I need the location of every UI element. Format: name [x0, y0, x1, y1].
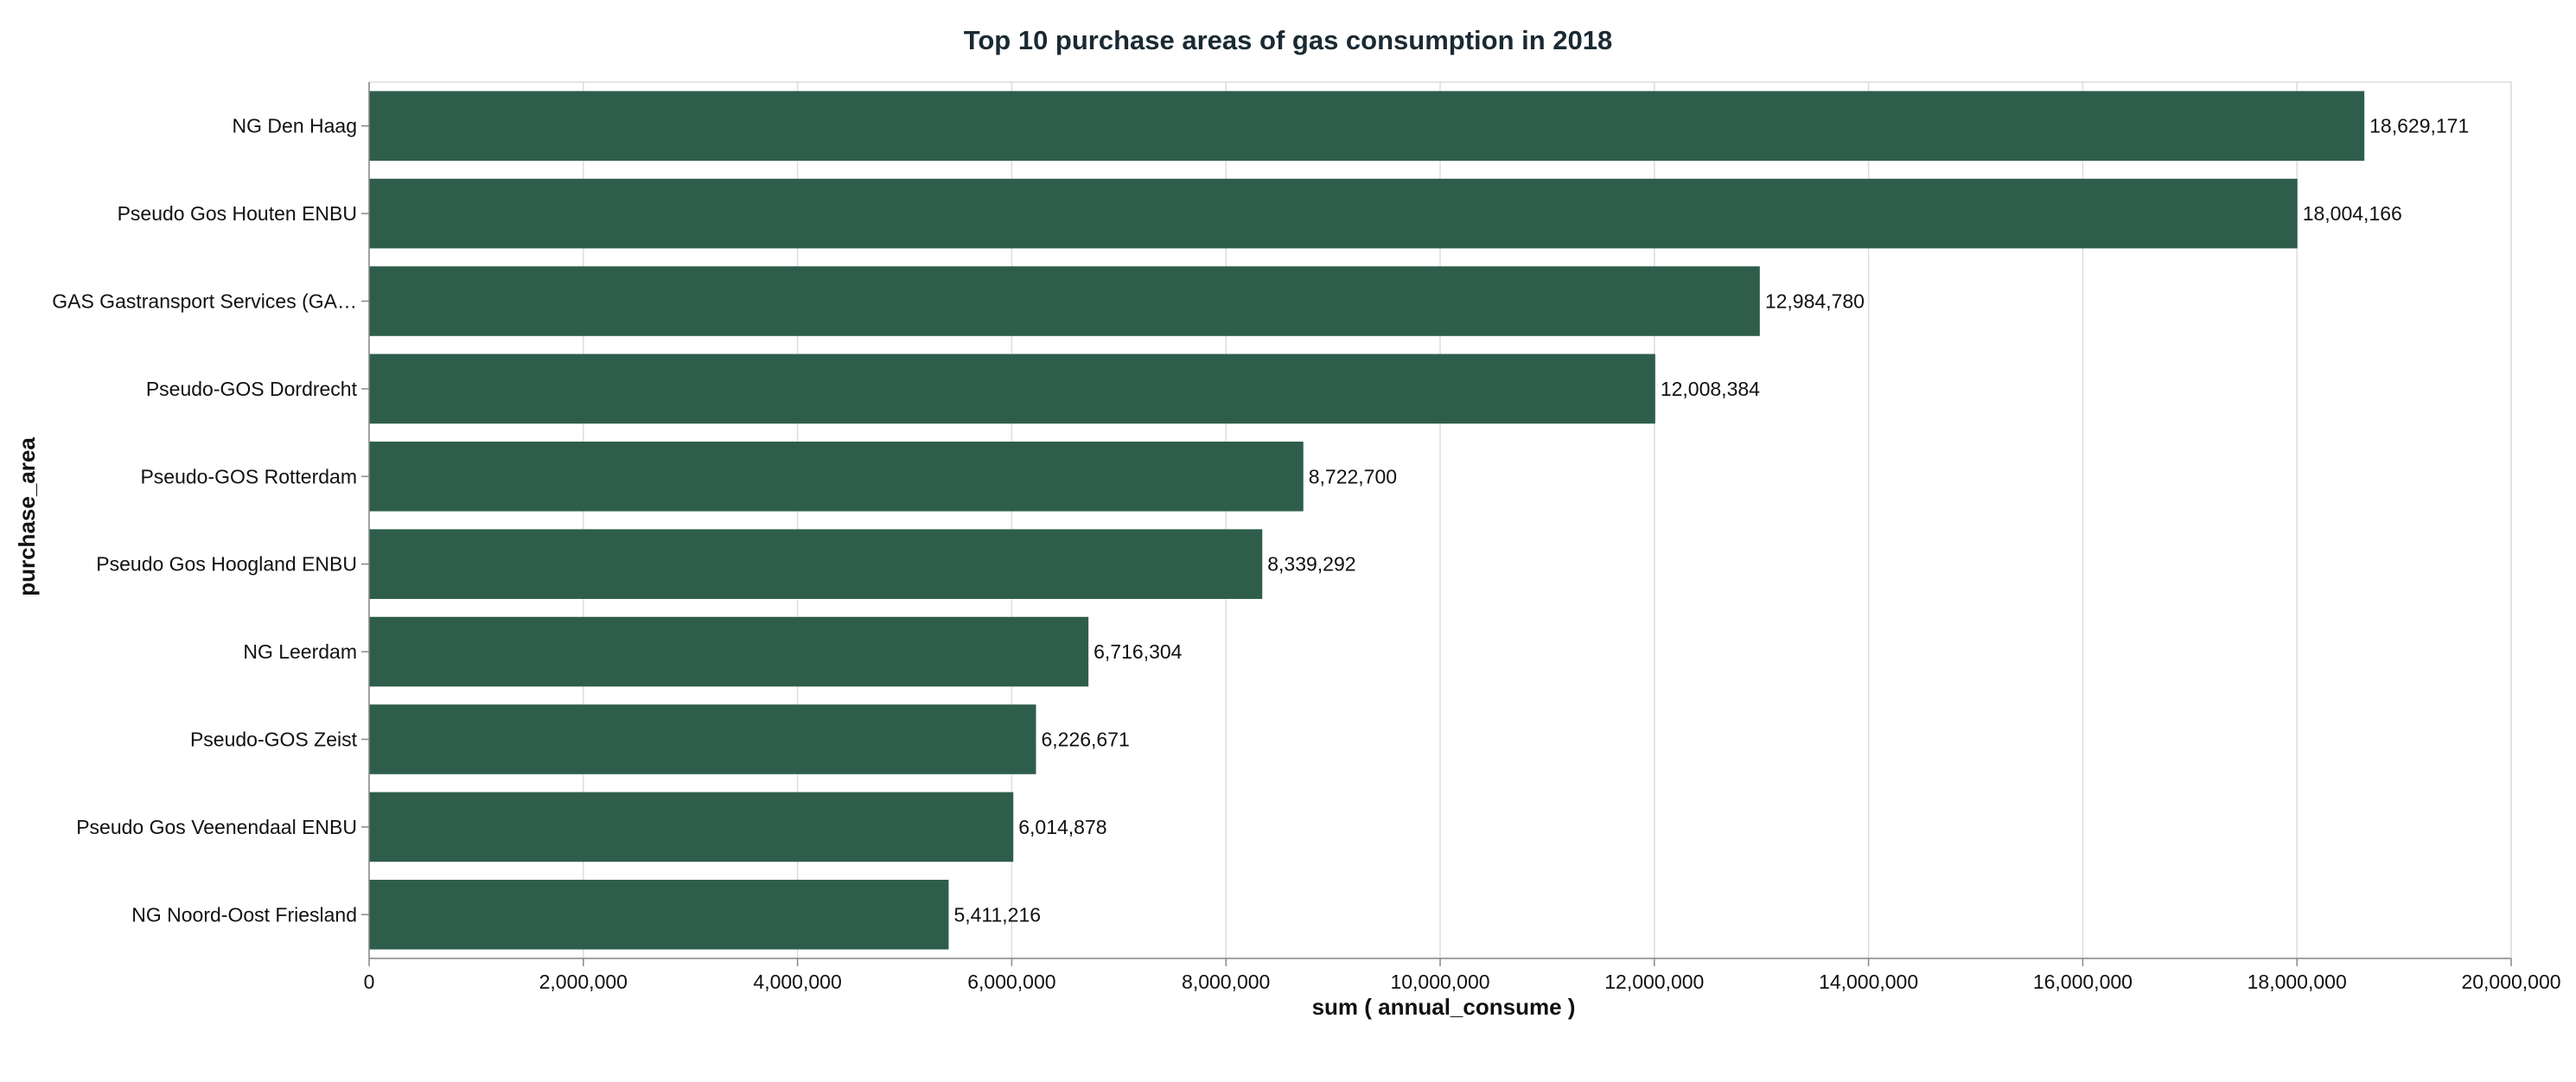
- data-label: 8,339,292: [1267, 553, 1355, 576]
- x-tick-label: 20,000,000: [2461, 971, 2560, 993]
- y-axis-title: purchase_area: [14, 437, 40, 596]
- category-label: Pseudo-GOS Zeist: [190, 729, 358, 751]
- x-tick-label: 8,000,000: [1182, 971, 1270, 993]
- x-axis: 0 2,000,000 4,000,000 6,000,000 8,000,000 10,…: [361, 82, 2561, 993]
- chart-title: Top 10 purchase areas of gas consumption…: [964, 25, 1613, 55]
- data-label: 5,411,216: [953, 903, 1041, 926]
- category-label: Pseudo Gos Veenendaal ENBU: [76, 816, 357, 838]
- category-label: NG Noord-Oost Friesland: [131, 903, 357, 926]
- x-tick-label: 12,000,000: [1604, 971, 1704, 993]
- x-tick-label: 6,000,000: [967, 971, 1055, 993]
- data-labels: 18,629,171 18,004,166 12,984,780 12,008,384…: [953, 115, 2469, 926]
- data-label: 6,716,304: [1094, 640, 1183, 663]
- data-label: 6,226,671: [1041, 729, 1129, 751]
- category-labels: NG Den Haag Pseudo Gos Houten ENBU GAS Gas…: [52, 115, 357, 926]
- x-tick-label: 2,000,000: [539, 971, 628, 993]
- bar: [369, 704, 1036, 774]
- bars: [369, 91, 2365, 950]
- x-tick-label: 10,000,000: [1390, 971, 1489, 993]
- category-label: Pseudo Gos Houten ENBU: [118, 202, 357, 225]
- bar: [369, 91, 2365, 162]
- bar: [369, 441, 1304, 512]
- x-axis-title: sum ( annual_consume ): [1312, 994, 1576, 1020]
- category-label: NG Den Haag: [233, 115, 357, 137]
- data-label: 6,014,878: [1018, 816, 1106, 838]
- bar: [369, 879, 949, 950]
- data-label: 18,004,166: [2303, 202, 2402, 225]
- category-label: NG Leerdam: [243, 640, 357, 663]
- x-tick-label: 18,000,000: [2248, 971, 2347, 993]
- data-label: 12,984,780: [1765, 290, 1865, 313]
- x-tick-label: 4,000,000: [753, 971, 841, 993]
- category-label: Pseudo-GOS Dordrecht: [146, 378, 358, 400]
- bar: [369, 792, 1014, 862]
- category-label: Pseudo Gos Hoogland ENBU: [96, 553, 357, 576]
- data-label: 8,722,700: [1309, 465, 1397, 487]
- bar: [369, 529, 1263, 600]
- category-label: GAS Gastransport Services (GA…: [52, 290, 357, 313]
- x-tick-label: 14,000,000: [1819, 971, 1918, 993]
- data-label: 18,629,171: [2369, 115, 2469, 137]
- bar: [369, 353, 1655, 424]
- bar: [369, 616, 1089, 687]
- bar: [369, 266, 1760, 336]
- category-label: Pseudo-GOS Rotterdam: [140, 465, 357, 487]
- bar: [369, 178, 2298, 249]
- x-tick-label: 0: [364, 971, 375, 993]
- x-tick-label: 16,000,000: [2033, 971, 2133, 993]
- data-label: 12,008,384: [1661, 378, 1760, 400]
